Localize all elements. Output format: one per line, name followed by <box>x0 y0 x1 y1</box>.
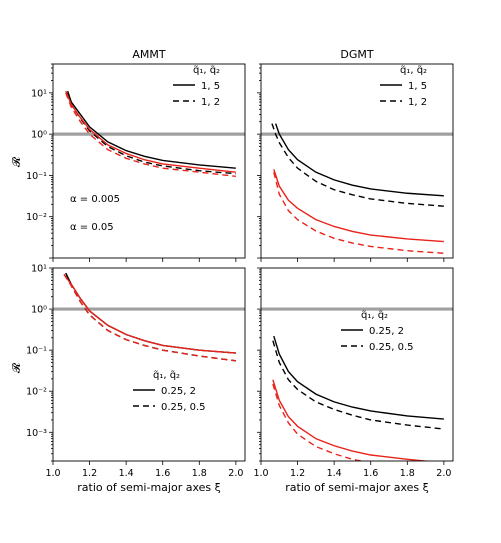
legend-title: q̃₁, q̃₂ <box>193 64 220 76</box>
y-tick-label: 10⁻¹ <box>26 171 47 182</box>
y-axis-label-top: 𝓡 <box>10 156 23 167</box>
y-tick-label: 10⁻¹ <box>26 346 47 357</box>
axes-frame <box>260 63 454 259</box>
y-tick-label: 10⁰ <box>31 130 47 141</box>
legend-title: q̃₁, q̃₂ <box>153 369 180 381</box>
panel-dgmt-bottom: 1.0 1.2 1.4 1.6 1.8 2.0 q̃₁, q̃₂ 0.25, 2 0.25, 0… <box>253 267 454 479</box>
axes-frame <box>52 63 246 259</box>
series-line-2 <box>272 379 432 461</box>
x-tick-label: 1.4 <box>327 468 342 479</box>
series-line-2 <box>63 273 236 354</box>
x-tick-label: 1.6 <box>155 468 170 479</box>
panel-ammt-top: 10⁻² 10⁻¹ 10⁰ 10¹ q̃₁, q̃₂ 1, 5 1, 2 <box>26 63 246 262</box>
series-line-2 <box>65 90 236 173</box>
panel-ammt-bottom: 1.0 1.2 1.4 1.6 1.8 2.0 10⁻³ 10⁻² 10⁻¹ 10⁰ 10¹ q̃₁,… <box>26 264 246 479</box>
y-tick-label: 10⁻² <box>26 387 47 398</box>
y-tick-label: 10¹ <box>31 88 47 99</box>
series-line-0 <box>66 90 236 169</box>
y-tick-label: 10¹ <box>31 264 47 275</box>
series-line-0 <box>274 123 444 197</box>
legend-label: 0.25, 0.5 <box>369 342 414 353</box>
series-line-2 <box>273 169 444 243</box>
legend-label: 0.25, 2 <box>161 386 196 397</box>
y-tick-label: 10⁻³ <box>26 428 47 439</box>
x-tick-label: 2.0 <box>228 468 243 479</box>
series-line-3 <box>273 171 444 254</box>
legend-title: q̃₁, q̃₂ <box>361 309 388 321</box>
x-tick-label: 1.2 <box>82 468 97 479</box>
alpha-label-black: α = 0.005 <box>70 194 120 205</box>
x-tick-label: 1.4 <box>119 468 134 479</box>
series-line-3 <box>272 383 365 461</box>
y-tick-label: 10⁻² <box>26 212 47 223</box>
x-tick-label: 1.6 <box>363 468 378 479</box>
legend-label: 1, 5 <box>201 81 220 92</box>
x-axis-label-right: ratio of semi-major axes ξ <box>285 481 429 494</box>
legend-label: 0.25, 0.5 <box>161 402 206 413</box>
series-line-1 <box>272 340 444 430</box>
axes-frame <box>52 267 246 462</box>
series-line-1 <box>271 123 444 207</box>
x-tick-label: 1.2 <box>290 468 305 479</box>
legend-title: q̃₁, q̃₂ <box>400 64 427 76</box>
y-tick-label: 10⁰ <box>31 305 47 316</box>
panel-title-ammt: AMMT <box>132 48 166 61</box>
legend-label: 1, 2 <box>408 97 427 108</box>
series-line-3 <box>63 273 236 362</box>
x-tick-label: 1.0 <box>253 468 268 479</box>
x-tick-label: 1.8 <box>192 468 207 479</box>
panel-dgmt-top: q̃₁, q̃₂ 1, 5 1, 2 <box>257 63 454 262</box>
series-line-0 <box>273 335 444 420</box>
x-tick-label: 1.0 <box>45 468 60 479</box>
axes-frame <box>260 267 454 462</box>
panel-title-dgmt: DGMT <box>340 48 373 61</box>
y-axis-label-bottom: 𝓡 <box>10 362 23 373</box>
x-axis-label-left: ratio of semi-major axes ξ <box>77 481 221 494</box>
legend-label: 1, 2 <box>201 97 220 108</box>
legend-label: 1, 5 <box>408 81 427 92</box>
legend-label: 0.25, 2 <box>369 326 404 337</box>
x-tick-label: 2.0 <box>436 468 451 479</box>
alpha-label-red: α = 0.05 <box>70 222 114 233</box>
x-tick-label: 1.8 <box>400 468 415 479</box>
series-line-3 <box>65 92 236 178</box>
